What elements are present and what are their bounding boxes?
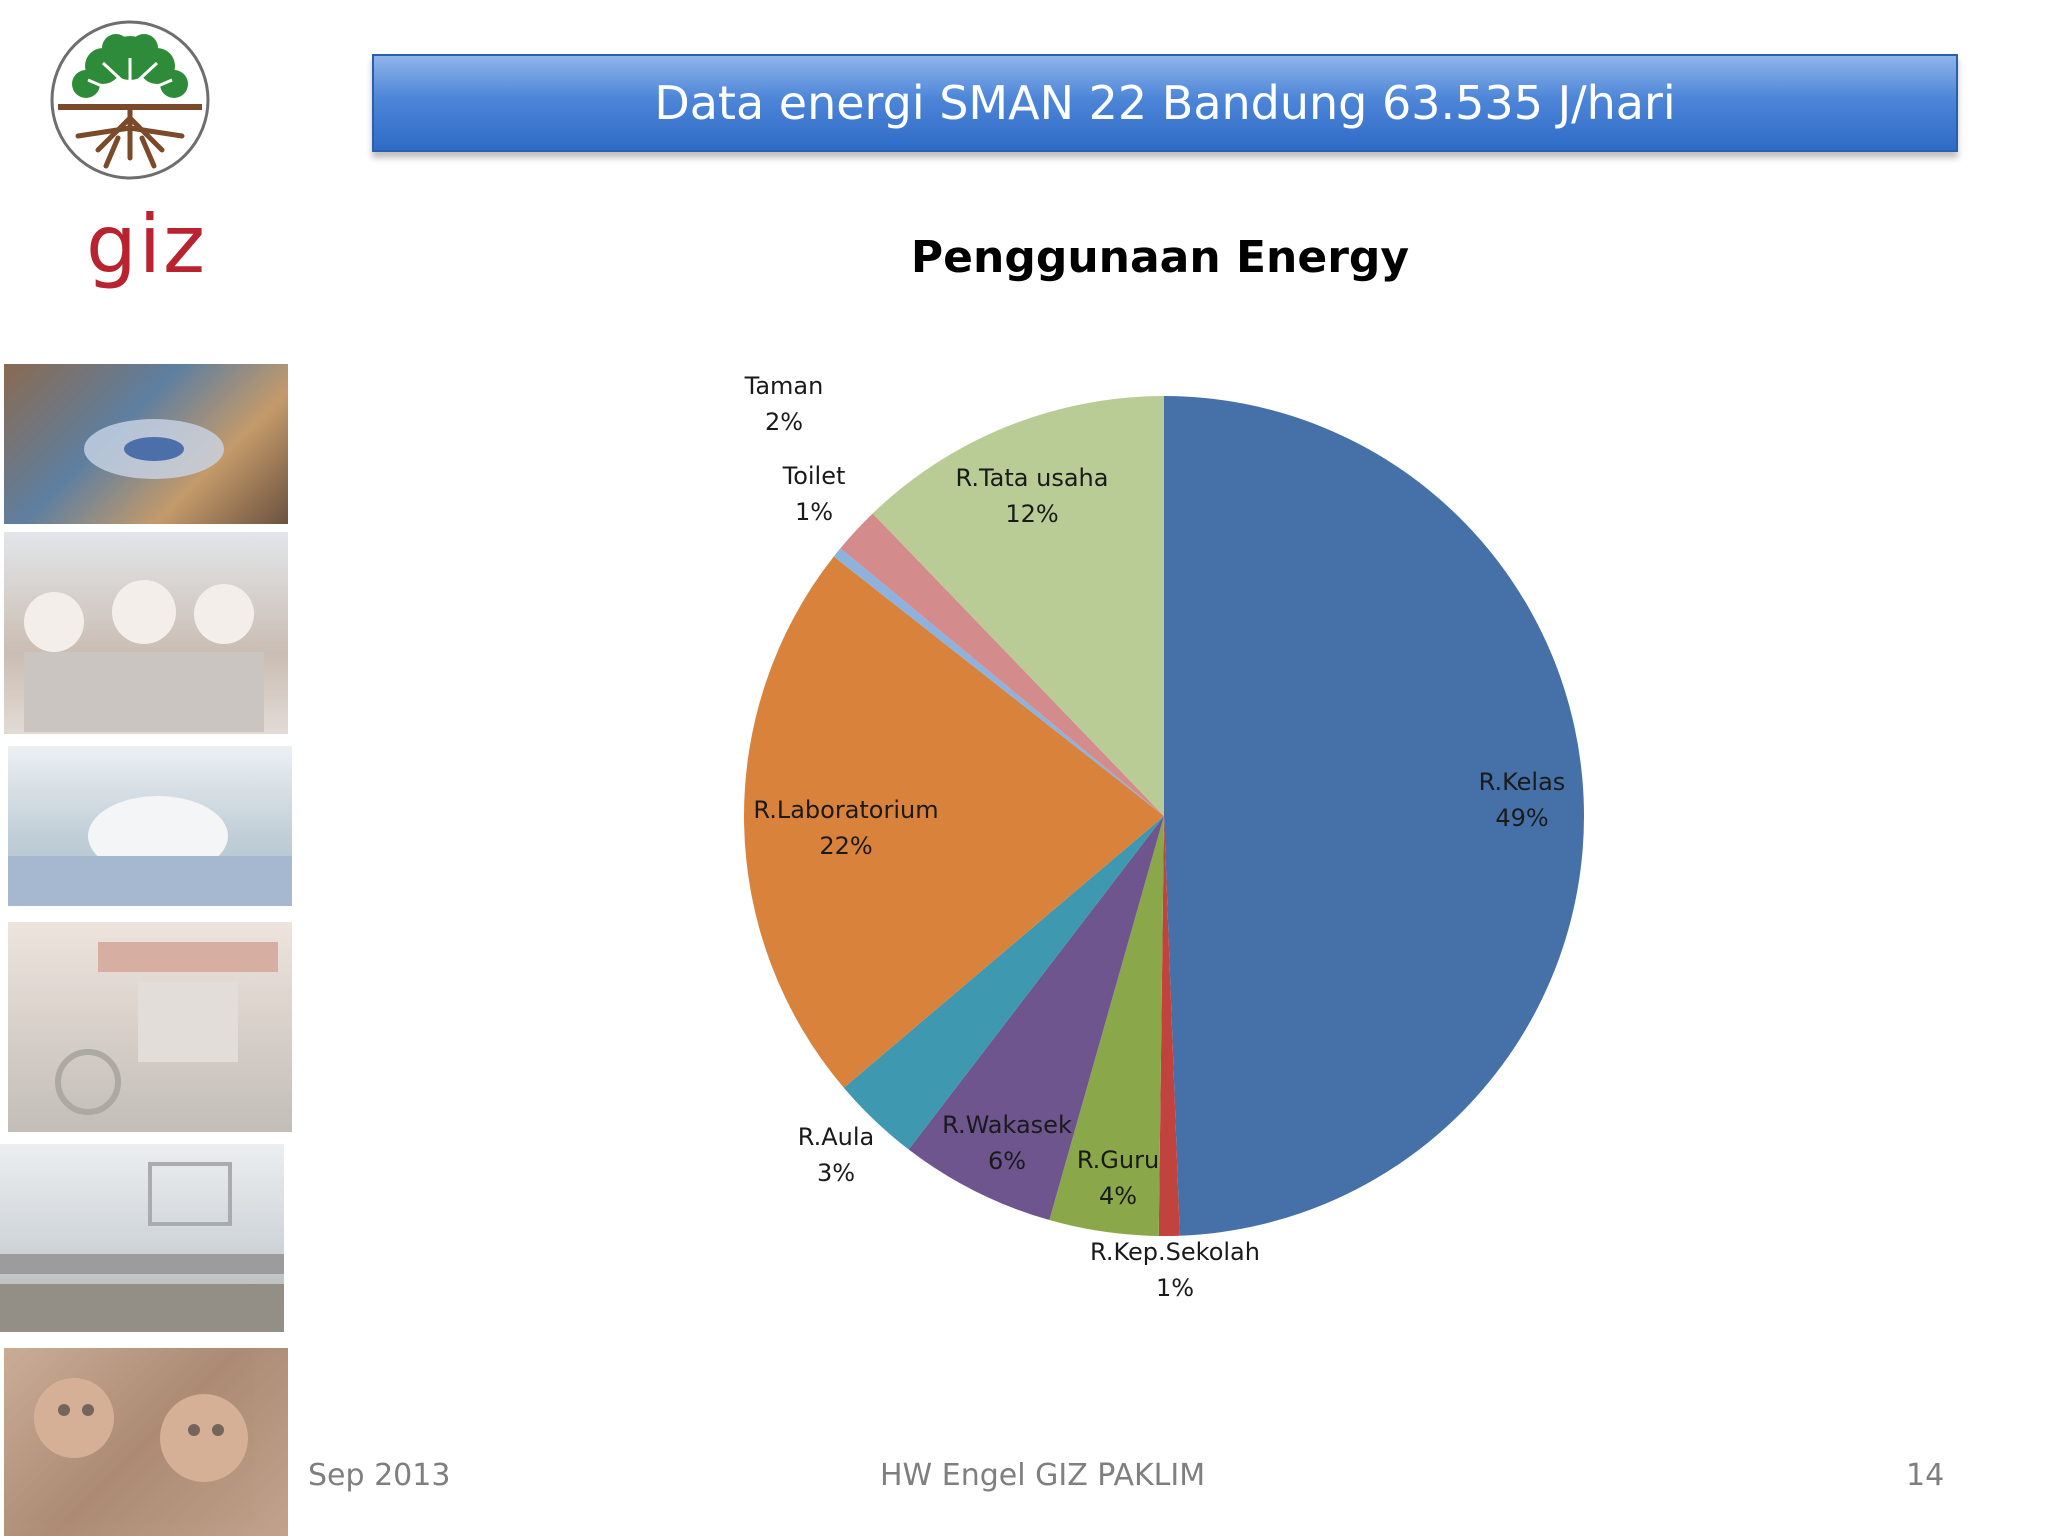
schoolgirls-art (24, 580, 264, 732)
slice-percent-label: 1% (795, 498, 833, 526)
industry-art (0, 1162, 284, 1332)
slice-percent-label: 12% (1005, 500, 1058, 528)
pie-slice-r-laboratorium (743, 556, 1164, 1088)
header-banner: Data energi SMAN 22 Bandung 63.535 J/har… (372, 54, 1958, 152)
page-title: Data energi SMAN 22 Bandung 63.535 J/har… (654, 76, 1676, 130)
slice-label: R.Kelas (1479, 768, 1566, 796)
slice-percent-label: 4% (1099, 1182, 1137, 1210)
slice-percent-label: 3% (817, 1159, 855, 1187)
slice-percent-label: 22% (819, 832, 872, 860)
footer-date: Sep 2013 (308, 1458, 451, 1493)
pie-slice-r-kelas (1164, 396, 1584, 1236)
photo-schoolgirls (4, 532, 288, 734)
slice-percent-label: 1% (1156, 1274, 1194, 1302)
slice-label: R.Kep.Sekolah (1090, 1238, 1260, 1266)
slice-label: Taman (744, 372, 824, 400)
pie-slice-toilet (833, 548, 1164, 816)
tree-logo-icon (50, 20, 210, 180)
pie-slice-r-tata-usaha (872, 396, 1164, 816)
slice-label: R.Laboratorium (753, 796, 938, 824)
footer-page-number: 14 (1906, 1458, 1945, 1493)
street-vendor-art (55, 942, 278, 1115)
pie-slice-r-aula (843, 816, 1164, 1150)
pie-slice-r-guru (1049, 816, 1164, 1236)
photo-industry (0, 1144, 284, 1332)
pie-slice-taman (840, 513, 1164, 816)
giz-logo-text: giz (86, 198, 207, 291)
slice-percent-label: 49% (1495, 804, 1548, 832)
slice-label: R.Aula (798, 1123, 874, 1151)
slice-label: R.Tata usaha (956, 464, 1109, 492)
slice-label: R.Guru (1077, 1146, 1159, 1174)
children-circle-art (84, 419, 224, 479)
flood-area-art (8, 796, 292, 906)
slice-label: Toilet (782, 462, 846, 490)
photo-flood-area (8, 746, 292, 906)
slice-percent-label: 6% (988, 1147, 1026, 1175)
pie-slice-r-wakasek (908, 816, 1164, 1221)
footer-author: HW Engel GIZ PAKLIM (880, 1458, 1206, 1493)
slice-label: R.Wakasek (942, 1111, 1072, 1139)
photo-orangutans (4, 1348, 288, 1536)
chart-title: Penggunaan Energy (910, 232, 1410, 283)
orangutans-art (34, 1378, 248, 1482)
photo-children-circle (4, 364, 288, 524)
pie-slice-r-kep-sekolah (1158, 816, 1180, 1236)
photo-street-vendor (8, 922, 292, 1132)
slice-percent-label: 2% (765, 408, 803, 436)
